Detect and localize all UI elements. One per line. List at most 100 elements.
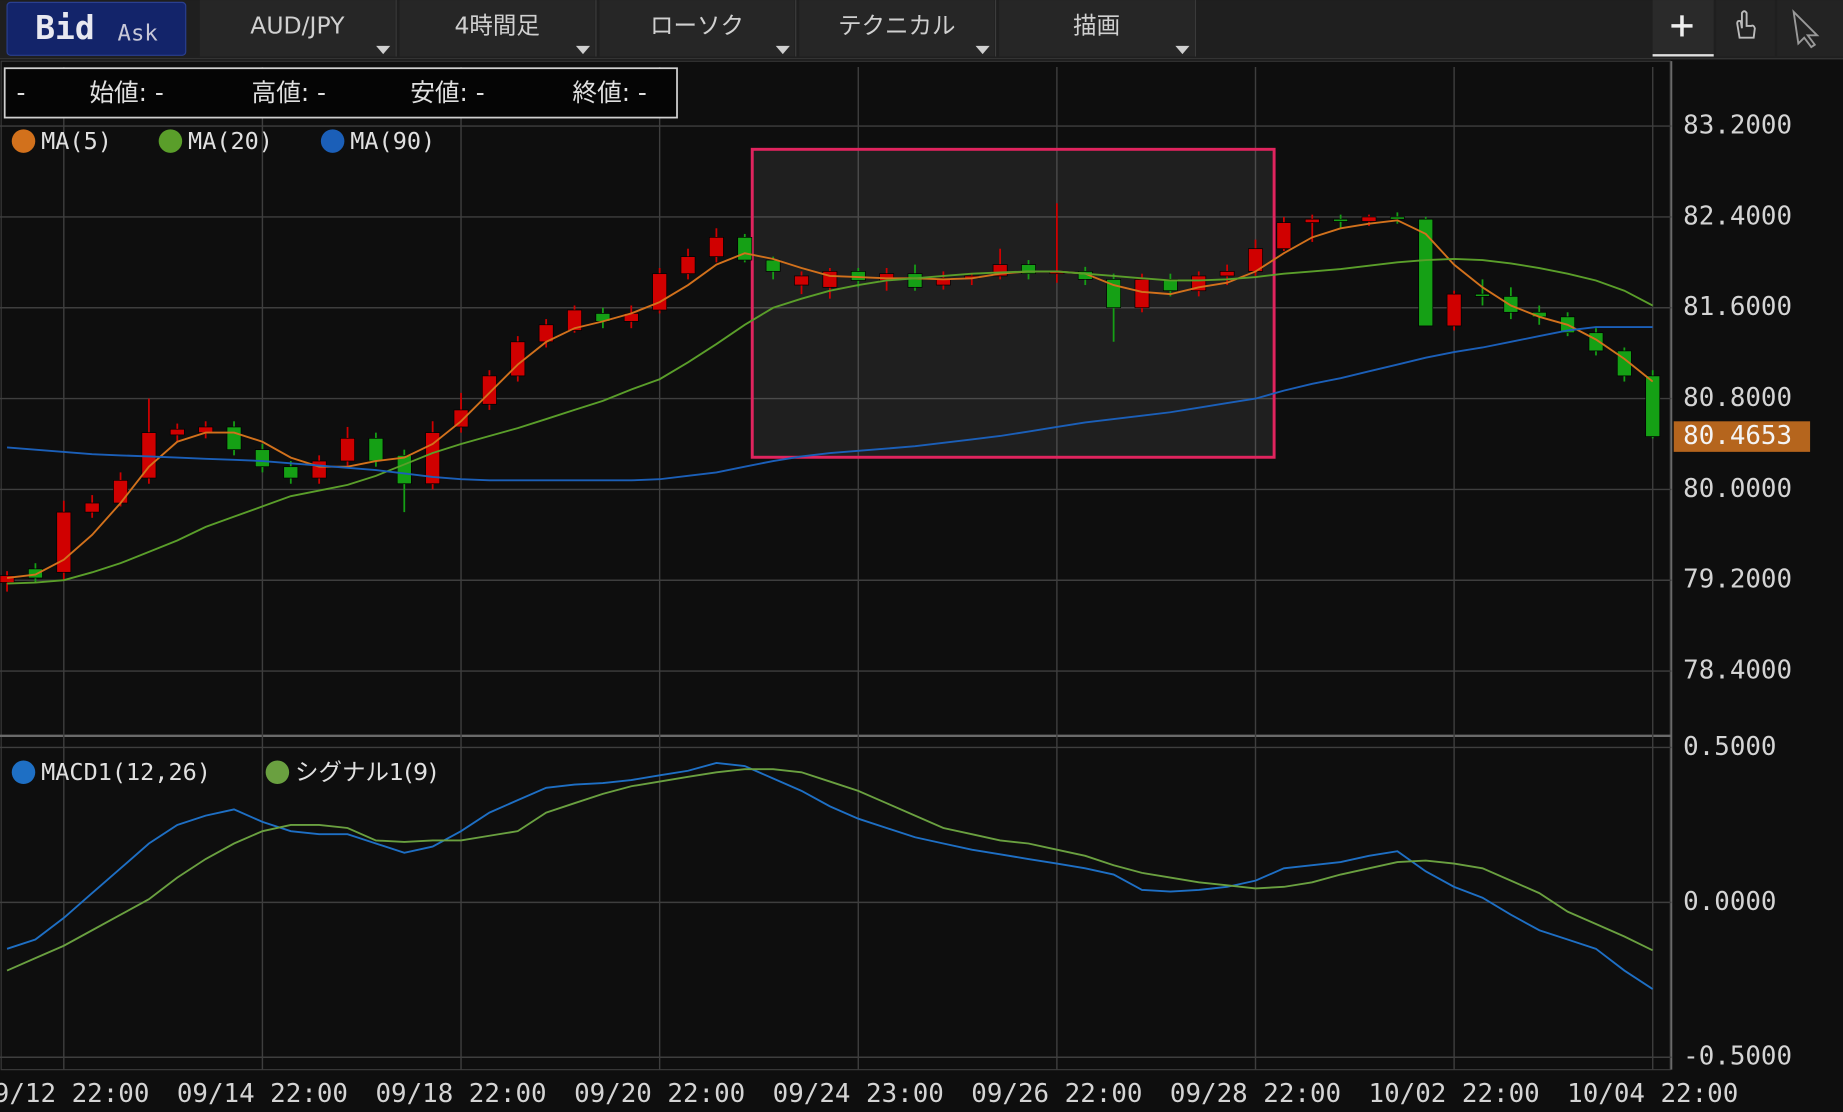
candle-body [1219, 271, 1235, 277]
candle-body [283, 466, 299, 479]
menu-label[interactable]: 描画 [1073, 12, 1120, 40]
legend-swatch [320, 129, 345, 153]
candle-body [1475, 293, 1490, 297]
ohlc-field: 始値: - [89, 78, 163, 107]
candle-body [1021, 264, 1036, 275]
candle-body [169, 428, 185, 436]
candle-body [226, 426, 242, 451]
legend-label: MA(20) [188, 127, 273, 155]
labels: - 始値: - 高値: - 安値: - 終値: - 09/12 22:00 09/14 22… [0, 78, 1811, 1109]
x-tick-label: 09/18 22:00 [375, 1079, 546, 1109]
y-tick-label: 78.4000 [1683, 656, 1792, 686]
candle-body [1134, 279, 1150, 309]
candle-body [567, 309, 582, 331]
legend-label: MACD1(12,26) [41, 758, 211, 786]
plot-frame [0, 60, 1671, 1071]
candle-body [907, 273, 923, 288]
candle-body [992, 264, 1008, 277]
series-line [6, 219, 1654, 579]
hand-tool[interactable] [1716, 0, 1775, 57]
dropdown-arrow [376, 45, 391, 55]
series-line [7, 258, 1654, 585]
ohlc-field: - [16, 78, 25, 107]
menu-button[interactable] [199, 0, 395, 57]
candle-body [396, 454, 412, 485]
candle-body [1276, 222, 1292, 250]
legend-swatch [265, 760, 290, 785]
y-tick-label: -0.5000 [1683, 1042, 1792, 1072]
toolbar-items: Bid Ask AUD/JPY 4時間足 ローソク テクニカル 描画 [6, 0, 1843, 57]
candle-body [1446, 293, 1462, 327]
candle-body [1389, 216, 1405, 220]
candle-body [84, 502, 100, 513]
candle-body [0, 575, 15, 583]
x-tick-label: 09/20 22:00 [574, 1079, 745, 1109]
last-price-label: 80.4653 [1683, 421, 1792, 451]
candle-body [737, 236, 753, 261]
ohlc-field: 高値: - [252, 78, 326, 107]
menu-button[interactable] [999, 0, 1195, 57]
dropdown-arrow [775, 45, 790, 55]
menu-button[interactable] [799, 0, 995, 57]
ohlc-box [3, 67, 678, 119]
y-tick-label: 80.8000 [1683, 383, 1792, 413]
legend-label: MA(5) [41, 127, 112, 155]
series-line [6, 762, 1654, 990]
y-tick-label: 79.2000 [1683, 565, 1792, 595]
candle-body [340, 437, 355, 462]
menu-button[interactable] [599, 0, 795, 57]
candle-body [1162, 279, 1178, 292]
legend-swatch [11, 129, 36, 153]
legend-swatch [158, 129, 183, 153]
candle-body [765, 259, 781, 272]
y-tick-label: 82.4000 [1683, 201, 1792, 231]
menu-button[interactable] [399, 0, 595, 57]
y-tick-label: 0.0000 [1683, 887, 1776, 917]
x-tick-label: 10/02 22:00 [1369, 1079, 1540, 1109]
x-tick-label: 10/04 22:00 [1567, 1079, 1738, 1109]
candle-body [28, 568, 43, 579]
x-tick-label: 09/12 22:00 [0, 1079, 149, 1109]
candle-body [1418, 218, 1434, 327]
dropdown-arrow [1175, 45, 1190, 55]
series-line [6, 326, 1653, 482]
menu-label[interactable]: テクニカル [838, 12, 956, 40]
dropdown-arrow [575, 45, 591, 55]
ohlc-field: 終値: - [572, 78, 646, 107]
marks [0, 203, 1661, 990]
menu-label[interactable]: ローソク [650, 12, 744, 40]
y-tick-label: 0.5000 [1683, 732, 1776, 762]
x-tick-label: 09/24 23:00 [773, 1079, 944, 1109]
x-tick-label: 09/26 22:00 [971, 1079, 1142, 1109]
candle-body [113, 479, 128, 504]
x-tick-label: 09/14 22:00 [177, 1079, 348, 1109]
dropdown-arrow [975, 45, 990, 55]
pointer-icon [1792, 9, 1820, 49]
candle-body [1361, 216, 1377, 222]
menu-label[interactable]: AUD/JPY [250, 12, 345, 40]
candle-body [1077, 271, 1093, 280]
candle-body [368, 437, 384, 462]
candle-body [680, 256, 696, 275]
bid-label[interactable]: Bid [35, 8, 94, 47]
last-price-box [1673, 421, 1811, 452]
candle-body [482, 375, 497, 405]
x-tick-label: 09/28 22:00 [1170, 1079, 1341, 1109]
legend-label: MA(90) [350, 127, 435, 155]
candle-body [708, 236, 724, 258]
y-tick-label: 80.0000 [1683, 474, 1792, 504]
y-tick-label: 81.6000 [1683, 292, 1792, 322]
menu-label[interactable]: 4時間足 [454, 12, 539, 40]
hand-icon [1736, 10, 1756, 39]
ohlc-field: 安値: - [410, 78, 484, 107]
ask-label[interactable]: Ask [118, 21, 159, 47]
candle-body [1333, 218, 1349, 222]
candle-body [311, 460, 327, 479]
candle-body [255, 449, 270, 468]
bid-ask-toggle[interactable] [6, 1, 187, 56]
y-tick-label: 83.2000 [1683, 111, 1792, 141]
highlight-box [750, 147, 1276, 459]
candle-body [794, 275, 809, 286]
